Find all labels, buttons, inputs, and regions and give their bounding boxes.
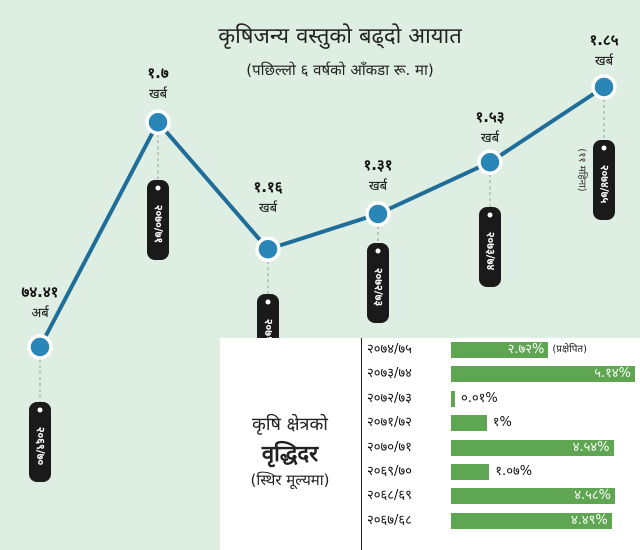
year-label: २०७०/७१ — [152, 205, 165, 243]
growth-value-label: २.७२% — [507, 342, 545, 357]
year-tag: २०७२/७३ — [367, 243, 389, 323]
growth-rate-panel: कृषि क्षेत्रको वृद्धिदर (स्थिर मूल्यमा) … — [220, 338, 640, 550]
value-label: १.१६ — [253, 178, 282, 196]
year-tag: २०७३/७४ — [479, 207, 501, 287]
growth-value-label: ४.४९% — [570, 512, 608, 528]
growth-value-label: १.०७% — [495, 464, 533, 479]
growth-bar — [451, 366, 635, 383]
year-label: २०७४/७५ — [598, 165, 611, 204]
growth-value-label: ४.५८% — [574, 488, 611, 504]
value-label: १.८५ — [589, 31, 618, 49]
growth-value-label: १% — [492, 415, 512, 431]
growth-row: २०७३/७४ ५.१४% — [367, 364, 637, 384]
growth-row: २०७१/७२ १% — [367, 413, 637, 433]
growth-year-label: २०६८/६९ — [367, 488, 412, 504]
chart-title: कृषिजन्य वस्तुको बढ्दो आयात — [218, 24, 462, 49]
growth-year-label: २०७२/७३ — [367, 390, 412, 406]
year-label: २०७३/७४ — [484, 232, 497, 271]
growth-value-label: ५.१४% — [594, 366, 631, 382]
growth-row: २०७४/७५ २.७२% (प्रक्षेपित) — [367, 340, 637, 360]
data-point — [145, 109, 171, 136]
unit-label: खर्ब — [481, 130, 500, 146]
value-label: १.५३ — [475, 108, 504, 126]
data-point — [365, 201, 391, 227]
year-tag: २०७४/७५ — [593, 140, 615, 220]
growth-row: २०७०/७१ ४.५४% — [367, 438, 637, 458]
growth-title-line-1: कृषि क्षेत्रको — [252, 414, 328, 435]
growth-value-label: ४.५४% — [572, 439, 610, 455]
growth-bar — [451, 415, 487, 432]
unit-label: खर्ब — [259, 200, 278, 216]
value-label: १.३१ — [363, 156, 392, 174]
growth-value-label: ०.०१% — [461, 390, 498, 406]
growth-bar — [451, 464, 490, 480]
growth-row: २०६८/६९ ४.५८% — [367, 486, 637, 506]
growth-year-label: २०७४/७५ — [367, 342, 412, 357]
panel-divider — [361, 338, 362, 550]
growth-year-label: २०७१/७२ — [367, 415, 412, 431]
growth-row: २०६९/७० १.०७% — [367, 462, 637, 482]
growth-row: २०७२/७३ ०.०१% — [367, 389, 637, 409]
unit-label: अर्ब — [31, 305, 49, 321]
growth-row: २०६७/६८ ४.४९% — [367, 511, 637, 531]
year-tag: २०६९/७० — [29, 402, 51, 482]
growth-year-label: २०६९/७० — [367, 464, 412, 479]
unit-label: खर्ब — [149, 86, 168, 102]
data-point — [477, 149, 503, 175]
growth-year-label: २०६७/६८ — [367, 512, 412, 528]
series-line — [38, 85, 606, 348]
growth-bar — [451, 439, 614, 456]
value-label: ७४.४१ — [22, 283, 59, 301]
growth-bar — [451, 488, 615, 505]
year-label: २०६९/७० — [34, 427, 47, 466]
data-point — [255, 236, 281, 262]
growth-bar — [451, 342, 549, 358]
year-label: २०७२/७३ — [372, 268, 385, 307]
growth-title-line-3: (स्थिर मूल्यमा) — [250, 471, 330, 489]
growth-title-line-2: वृद्धिदर — [261, 442, 319, 467]
value-label: १.७ — [147, 64, 168, 82]
data-point — [27, 334, 53, 360]
period-note: (११ महिना) — [576, 148, 588, 192]
year-tag: २०७०/७१ — [147, 180, 169, 260]
growth-note: (प्रक्षेपित) — [552, 344, 587, 355]
unit-label: खर्ब — [369, 178, 388, 194]
chart-subtitle: (पछिल्लो ६ वर्षको आँकडा रू. मा) — [246, 61, 434, 79]
growth-bar — [451, 390, 455, 407]
unit-label: खर्ब — [595, 53, 614, 69]
growth-bar — [451, 512, 612, 529]
growth-year-label: २०७३/७४ — [367, 366, 412, 382]
data-point — [591, 74, 617, 100]
growth-year-label: २०७०/७१ — [367, 439, 412, 455]
